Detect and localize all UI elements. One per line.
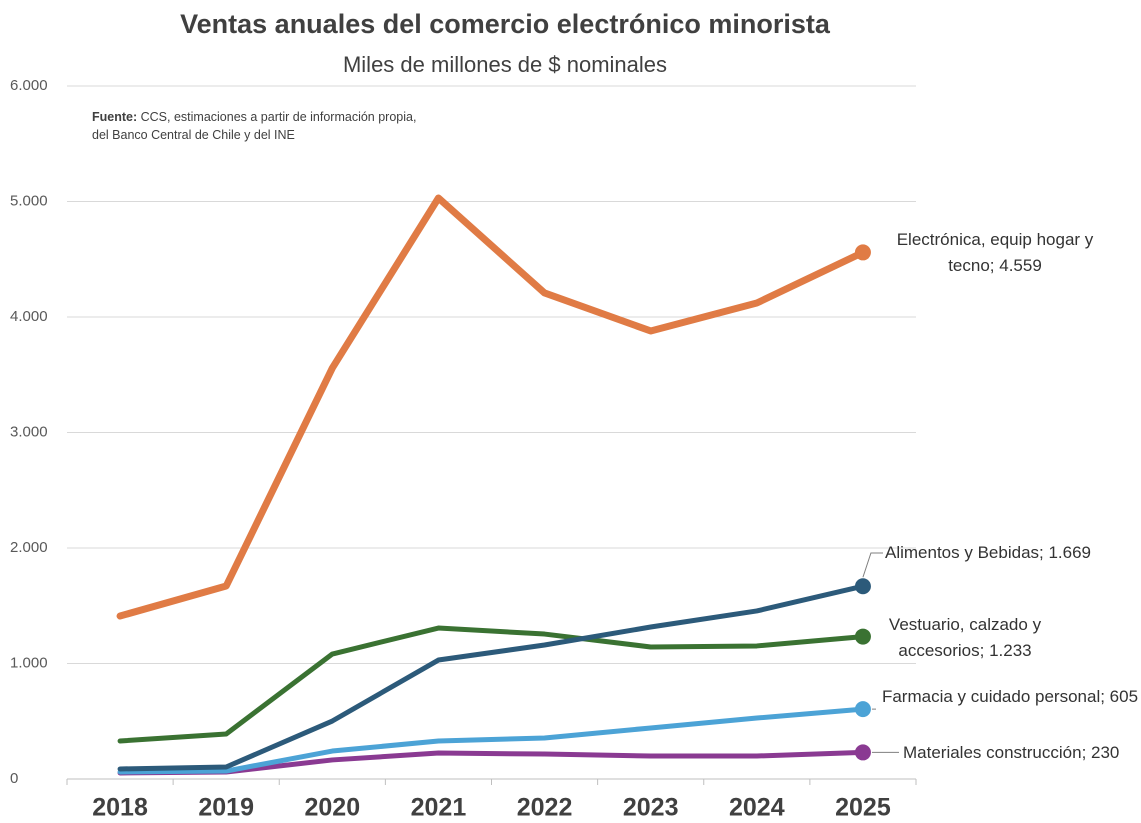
end-marker <box>854 701 871 718</box>
x-tick-label: 2022 <box>517 794 573 822</box>
source-note: Fuente: CCS, estimaciones a partir de in… <box>92 108 422 144</box>
y-tick-label: 5.000 <box>10 192 48 209</box>
end-marker <box>854 578 871 595</box>
x-tick-label: 2021 <box>411 794 467 822</box>
series-label: Electrónica, equip hogar y tecno; 4.559 <box>896 230 1094 275</box>
y-tick-label: 2.000 <box>10 539 48 556</box>
y-tick-label: 0 <box>10 770 18 787</box>
series-line <box>116 194 867 620</box>
chart-title: Ventas anuales del comercio electrónico … <box>180 9 831 39</box>
x-tick-label: 2025 <box>835 794 891 822</box>
y-tick-label: 4.000 <box>10 308 48 325</box>
x-tick-label: 2020 <box>305 794 361 822</box>
x-tick-label: 2018 <box>92 794 148 822</box>
x-tick-label: 2024 <box>729 794 785 822</box>
x-tick-label: 2023 <box>623 794 679 822</box>
source-label: Fuente: <box>92 110 138 124</box>
end-marker <box>854 244 871 261</box>
series-line <box>117 706 866 775</box>
series-line <box>117 583 866 772</box>
leader-line <box>862 552 883 578</box>
source-text: CCS, estimaciones a partir de informació… <box>92 110 417 142</box>
y-tick-label: 1.000 <box>10 654 48 671</box>
y-tick-label: 6.000 <box>10 77 48 94</box>
series-label: Materiales construcción; 230 <box>903 743 1120 762</box>
end-marker <box>854 628 871 645</box>
x-tick-label: 2019 <box>198 794 254 822</box>
end-marker <box>854 744 871 761</box>
y-tick-label: 3.000 <box>10 423 48 440</box>
chart-subtitle: Miles de millones de $ nominales <box>343 52 667 77</box>
series-label: Vestuario, calzado y accesorios; 1.233 <box>888 615 1042 660</box>
series-line <box>117 625 866 744</box>
series-label: Farmacia y cuidado personal; 605 <box>881 687 1139 706</box>
series-label: Alimentos y Bebidas; 1.669 <box>885 543 1092 562</box>
